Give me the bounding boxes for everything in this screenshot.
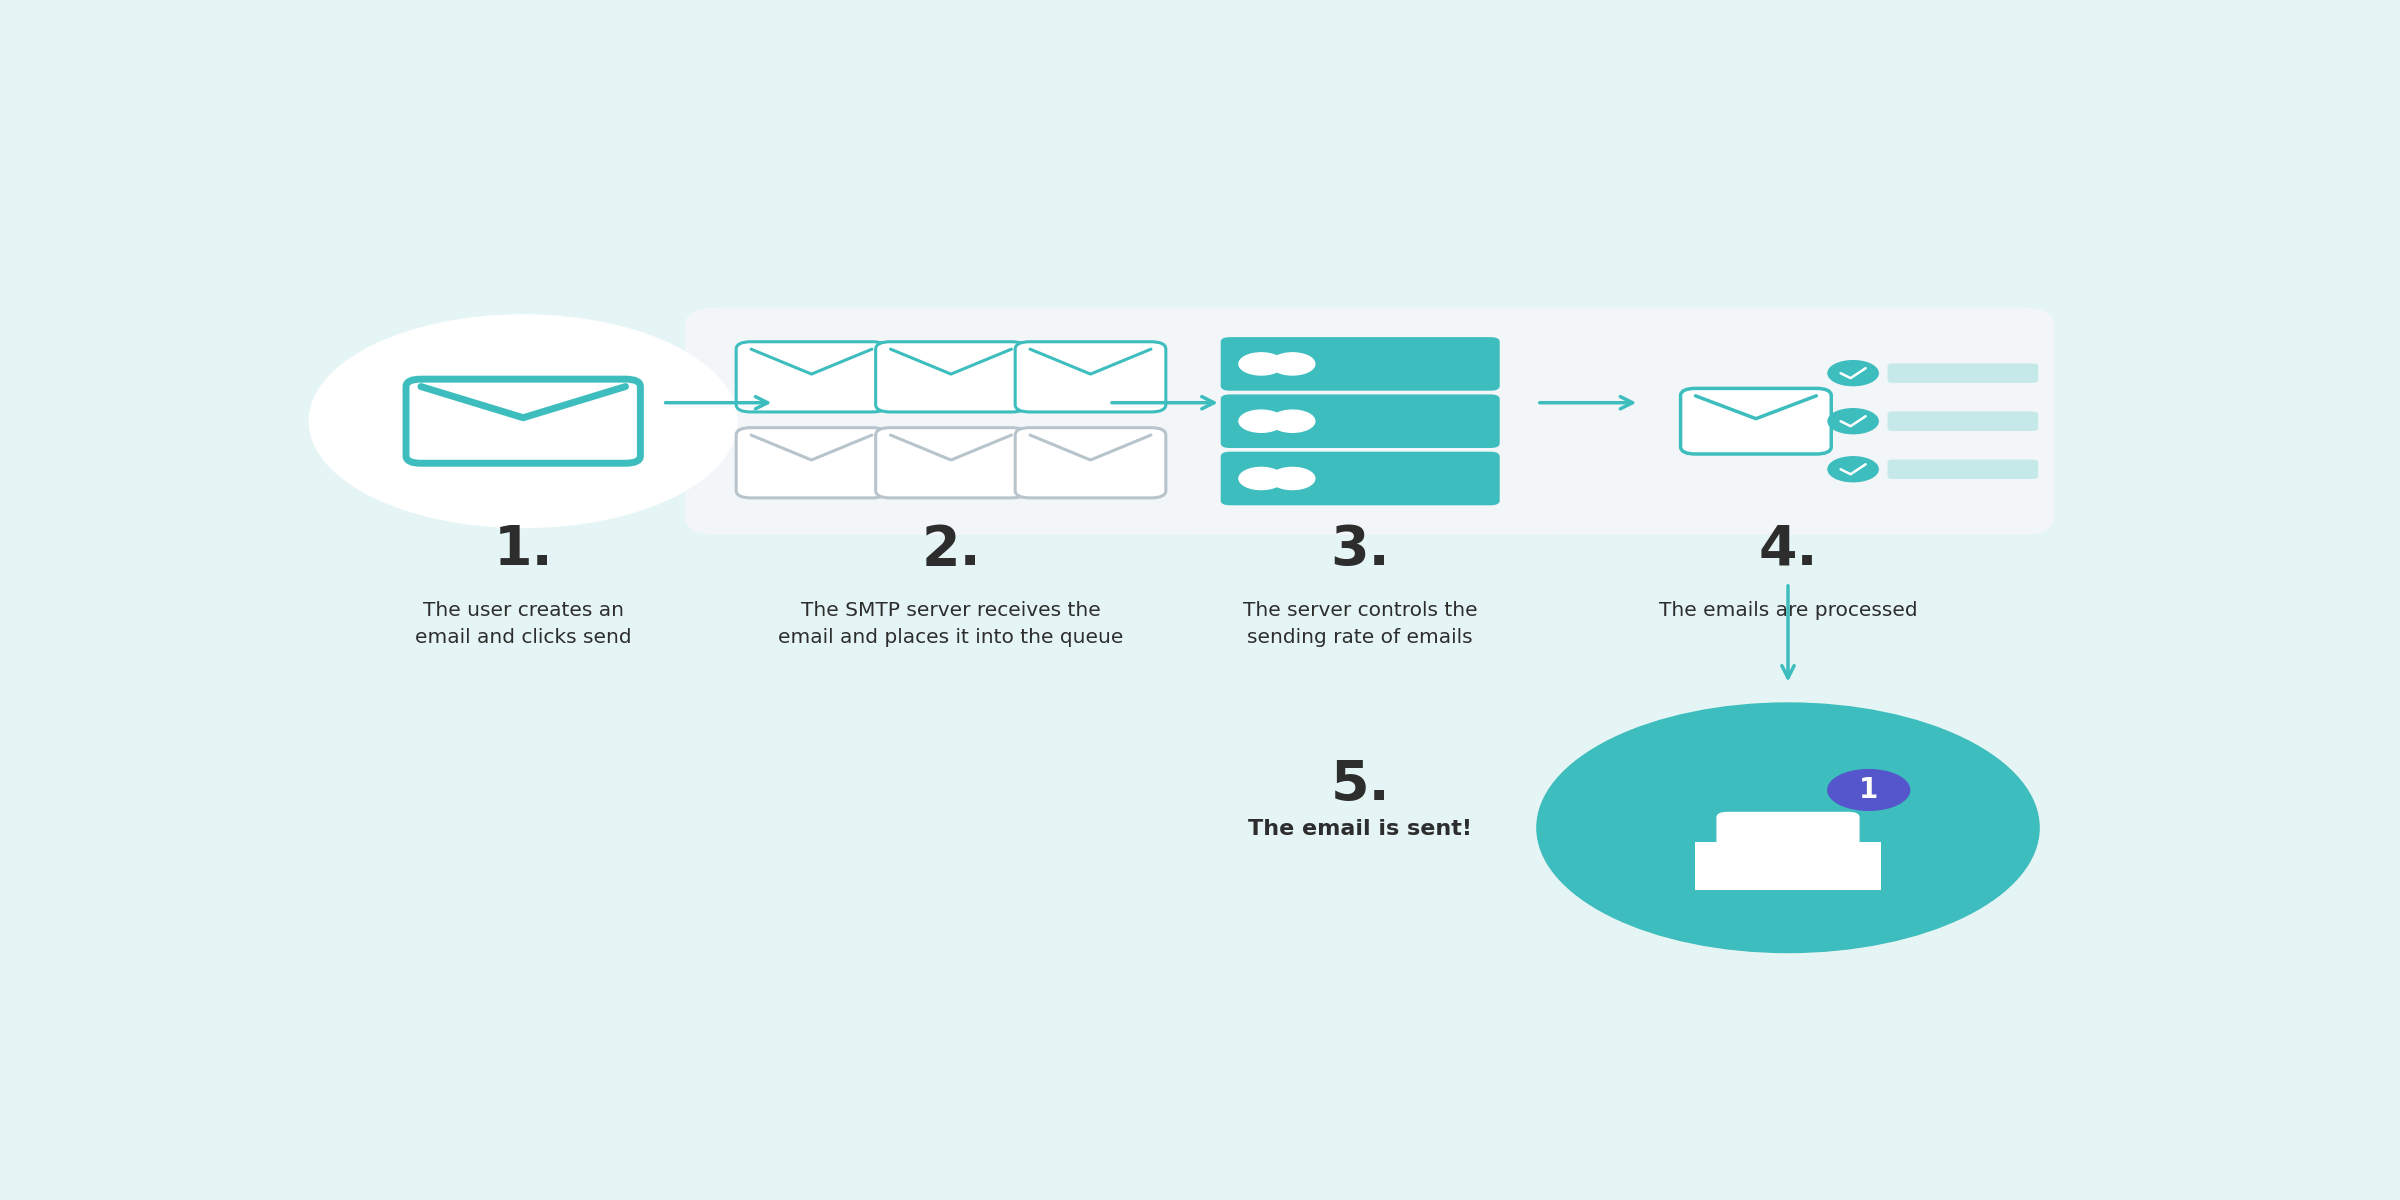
FancyBboxPatch shape bbox=[876, 342, 1027, 412]
Circle shape bbox=[1829, 361, 1879, 385]
Text: 5.: 5. bbox=[1330, 758, 1390, 812]
Text: The emails are processed: The emails are processed bbox=[1658, 601, 1918, 620]
FancyBboxPatch shape bbox=[1716, 811, 1860, 881]
FancyBboxPatch shape bbox=[406, 379, 641, 463]
Circle shape bbox=[1270, 353, 1315, 374]
FancyBboxPatch shape bbox=[1130, 307, 1589, 535]
Circle shape bbox=[1238, 353, 1284, 374]
Circle shape bbox=[1829, 457, 1879, 481]
FancyBboxPatch shape bbox=[737, 427, 888, 498]
Text: 1: 1 bbox=[1860, 776, 1879, 804]
Circle shape bbox=[1829, 769, 1910, 810]
FancyBboxPatch shape bbox=[1886, 364, 2038, 383]
Circle shape bbox=[1536, 703, 2040, 953]
FancyBboxPatch shape bbox=[1886, 412, 2038, 431]
Circle shape bbox=[1238, 468, 1284, 490]
Text: 1.: 1. bbox=[494, 523, 552, 577]
FancyBboxPatch shape bbox=[1015, 427, 1166, 498]
FancyBboxPatch shape bbox=[1015, 342, 1166, 412]
FancyBboxPatch shape bbox=[1680, 389, 1831, 454]
FancyBboxPatch shape bbox=[1886, 460, 2038, 479]
Circle shape bbox=[1270, 410, 1315, 432]
FancyBboxPatch shape bbox=[737, 342, 888, 412]
Circle shape bbox=[1829, 409, 1879, 433]
FancyBboxPatch shape bbox=[1222, 395, 1500, 448]
Text: 2.: 2. bbox=[922, 523, 982, 577]
FancyBboxPatch shape bbox=[1694, 842, 1723, 890]
Circle shape bbox=[310, 314, 737, 528]
FancyBboxPatch shape bbox=[876, 427, 1027, 498]
FancyBboxPatch shape bbox=[1222, 451, 1500, 505]
Circle shape bbox=[1238, 410, 1284, 432]
Text: 4.: 4. bbox=[1759, 523, 1817, 577]
Text: The email is sent!: The email is sent! bbox=[1248, 818, 1471, 839]
Circle shape bbox=[1270, 468, 1315, 490]
FancyBboxPatch shape bbox=[1694, 878, 1882, 890]
Text: The server controls the
sending rate of emails: The server controls the sending rate of … bbox=[1243, 601, 1478, 647]
FancyBboxPatch shape bbox=[1853, 842, 1882, 890]
FancyBboxPatch shape bbox=[684, 307, 1217, 535]
FancyBboxPatch shape bbox=[1522, 307, 2054, 535]
Text: The SMTP server receives the
email and places it into the queue: The SMTP server receives the email and p… bbox=[778, 601, 1123, 647]
Text: The user creates an
email and clicks send: The user creates an email and clicks sen… bbox=[415, 601, 631, 647]
Text: 3.: 3. bbox=[1330, 523, 1390, 577]
FancyBboxPatch shape bbox=[1222, 337, 1500, 391]
